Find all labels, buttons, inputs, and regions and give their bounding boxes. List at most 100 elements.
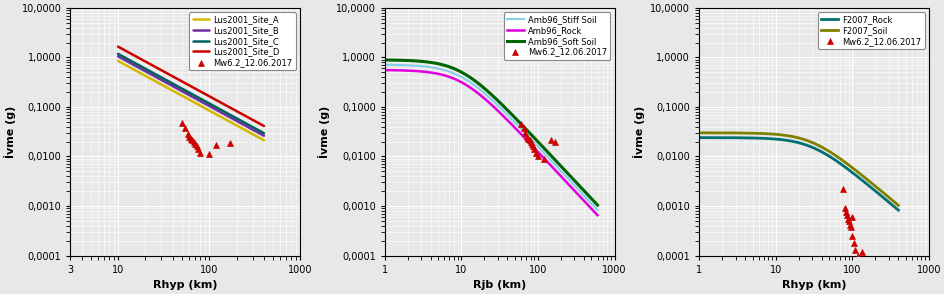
Line: Lus2001_Site_D: Lus2001_Site_D	[118, 47, 263, 126]
Amb96_Soft Soil	[591, 203, 602, 207]
Legend: Amb96_Stiff Soil, Amb96_Rock, Amb96_Soft Soil, Mw6.2_12.06.2017: Amb96_Stiff Soil, Amb96_Rock, Amb96_Soft…	[503, 12, 610, 60]
Mw6.2_12.06.2017	[520, 136, 535, 141]
Mw6.2_12.06.2017	[547, 139, 562, 144]
Mw6.2_12.06.2017	[515, 126, 531, 130]
Lus2001_Site_B	[199, 102, 211, 105]
Amb96_Rock	[533, 152, 545, 155]
Mw6.2_12.06.2017	[850, 253, 865, 258]
Line: Lus2001_Site_A: Lus2001_Site_A	[118, 61, 263, 140]
Amb96_Rock	[448, 77, 460, 81]
Line: Lus2001_Site_B: Lus2001_Site_B	[118, 56, 263, 136]
Amb96_Soft Soil	[404, 59, 415, 62]
Lus2001_Site_C	[199, 99, 211, 103]
F2007_Rock	[837, 164, 849, 168]
Amb96_Soft Soil	[513, 120, 524, 123]
Lus2001_Site_D	[112, 45, 124, 49]
Amb96_Stiff Soil	[591, 208, 602, 212]
Mw6.2_12.06.2017	[519, 134, 534, 139]
Line: Amb96_Soft Soil: Amb96_Soft Soil	[384, 60, 597, 205]
X-axis label: Rhyp (km): Rhyp (km)	[781, 280, 845, 290]
Lus2001_Site_D	[235, 112, 246, 115]
Lus2001_Site_B	[112, 55, 124, 59]
Mw6.2_12.06.2017	[834, 187, 850, 191]
Amb96_Rock	[404, 69, 415, 73]
Lus2001_Site_B	[235, 121, 246, 125]
Amb96_Stiff Soil	[532, 145, 544, 149]
Y-axis label: İvme (g): İvme (g)	[318, 106, 330, 158]
Mw6.2_12.06.2017	[177, 126, 193, 130]
Lus2001_Site_B	[201, 103, 212, 107]
F2007_Soil	[836, 159, 848, 163]
Mw6.2_12.06.2017	[838, 213, 853, 218]
Mw6.2_12.06.2017	[846, 240, 861, 245]
Amb96_Stiff Soil	[513, 124, 524, 128]
Line: Lus2001_Site_C: Lus2001_Site_C	[118, 54, 263, 133]
Line: F2007_Soil: F2007_Soil	[699, 133, 898, 205]
Amb96_Stiff Soil	[379, 63, 390, 66]
F2007_Soil	[771, 133, 783, 136]
Lus2001_Site_D	[199, 92, 211, 96]
Amb96_Soft Soil	[463, 75, 474, 78]
Mw6.2_12.06.2017	[853, 249, 868, 254]
Amb96_Rock	[379, 68, 390, 72]
Amb96_Rock	[513, 130, 524, 133]
Mw6.2_12.06.2017	[530, 154, 545, 159]
Lus2001_Site_B	[112, 55, 124, 58]
Legend: Lus2001_Site_A, Lus2001_Site_B, Lus2001_Site_C, Lus2001_Site_D, Mw6.2_12.06.2017: Lus2001_Site_A, Lus2001_Site_B, Lus2001_…	[189, 12, 295, 70]
Lus2001_Site_B	[198, 101, 210, 105]
Mw6.2_12.06.2017	[839, 216, 854, 221]
Mw6.2_12.06.2017	[525, 144, 540, 149]
Amb96_Rock	[591, 213, 602, 217]
Mw6.2_12.06.2017	[513, 122, 528, 126]
F2007_Rock	[892, 208, 903, 212]
Lus2001_Site_C	[258, 131, 269, 135]
Lus2001_Site_C	[112, 52, 124, 56]
Mw6.2_12.06.2017	[209, 143, 224, 147]
Mw6.2_12.06.2017	[222, 140, 237, 145]
Amb96_Stiff Soil	[533, 146, 545, 150]
X-axis label: Rjb (km): Rjb (km)	[473, 280, 526, 290]
Mw6.2_12.06.2017	[186, 139, 201, 144]
Lus2001_Site_A	[112, 59, 124, 63]
Mw6.2_12.06.2017	[842, 224, 857, 229]
F2007_Rock	[836, 164, 848, 167]
Amb96_Stiff Soil	[404, 64, 415, 67]
Lus2001_Site_C	[235, 119, 246, 123]
Amb96_Stiff Soil	[448, 72, 460, 75]
Amb96_Soft Soil	[448, 67, 460, 70]
F2007_Rock	[716, 136, 728, 139]
Lus2001_Site_D	[244, 117, 256, 120]
Mw6.2_12.06.2017	[536, 156, 551, 161]
Mw6.2_12.06.2017	[528, 150, 543, 155]
Mw6.2_12.06.2017	[544, 137, 559, 142]
Lus2001_Site_A	[244, 131, 256, 135]
Y-axis label: İvme (g): İvme (g)	[4, 106, 16, 158]
Amb96_Rock	[532, 151, 544, 154]
Amb96_Soft Soil	[532, 140, 544, 144]
F2007_Rock	[693, 136, 704, 139]
Mw6.2_12.06.2017	[837, 210, 852, 215]
Lus2001_Site_B	[258, 134, 269, 138]
Mw6.2_12.06.2017	[517, 131, 532, 135]
Mw6.2_12.06.2017	[841, 222, 856, 227]
F2007_Soil	[758, 132, 769, 135]
Lus2001_Site_A	[258, 138, 269, 142]
Lus2001_Site_D	[198, 92, 210, 95]
Mw6.2_12.06.2017	[183, 136, 198, 141]
Mw6.2_12.06.2017	[522, 139, 537, 144]
Mw6.2_12.06.2017	[190, 147, 205, 152]
Amb96_Rock	[463, 85, 474, 88]
Lus2001_Site_C	[244, 124, 256, 128]
Mw6.2_12.06.2017	[193, 150, 208, 155]
Mw6.2_12.06.2017	[524, 141, 539, 146]
Mw6.2_12.06.2017	[184, 137, 199, 142]
Lus2001_Site_A	[199, 106, 211, 110]
F2007_Soil	[818, 147, 829, 150]
Lus2001_Site_A	[235, 126, 246, 130]
F2007_Soil	[892, 203, 903, 207]
Mw6.2_12.06.2017	[840, 218, 855, 223]
Mw6.2_12.06.2017	[527, 147, 542, 152]
X-axis label: Rhyp (km): Rhyp (km)	[153, 280, 217, 290]
Line: F2007_Rock: F2007_Rock	[699, 138, 898, 210]
Mw6.2_12.06.2017	[847, 248, 862, 252]
